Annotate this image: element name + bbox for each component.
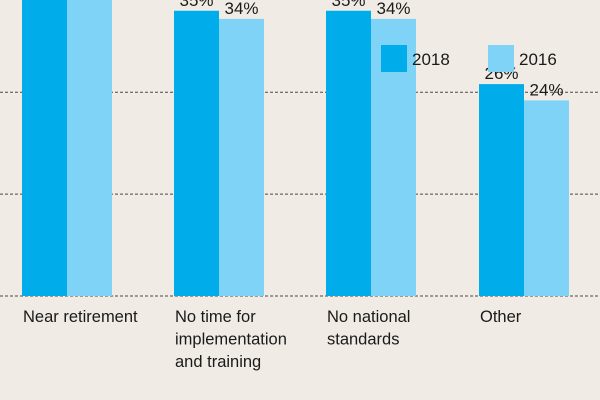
data-label: 35% [331,0,365,10]
category-label: and training [175,353,261,371]
legend-label-2018: 2018 [412,50,450,69]
legend-label-2016: 2016 [519,50,557,69]
category-label: Other [480,308,522,326]
bar-2016-2 [219,18,264,297]
category-label: Near retirement [23,308,138,326]
bar-2016-4 [524,100,569,297]
data-label: 34% [224,0,258,18]
data-label: 24% [529,80,563,99]
category-label: standards [327,331,399,349]
legend-swatch-2016 [488,45,514,72]
data-label: 35% [179,0,213,10]
bar-2018-1 [22,0,67,296]
bar-2018-4 [479,84,524,296]
data-label: 34% [376,0,410,18]
legend: 2018 2016 [381,45,557,72]
bars [22,0,569,297]
bar-2018-3 [326,10,371,296]
legend-swatch-2018 [381,45,407,72]
bar-2018-2 [174,10,219,296]
bar-2016-1 [67,0,112,297]
value-labels: 47%35%35%26%49%34%34%24% [179,0,563,99]
category-label: No national [327,308,410,326]
category-label: No time for [175,308,256,326]
x-axis-labels: Near retirement No time for implementation… [23,308,522,371]
category-label: implementation [175,331,287,349]
